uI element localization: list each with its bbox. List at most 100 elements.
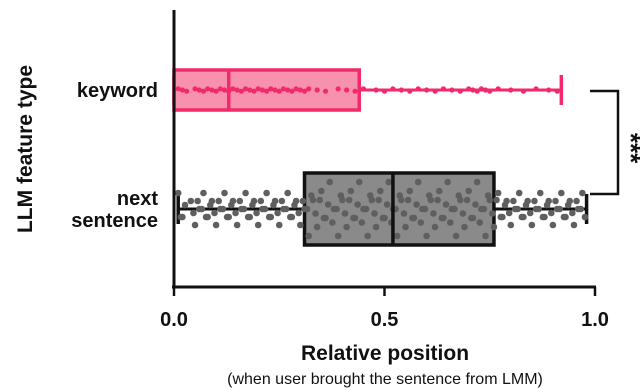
keyword-data-point xyxy=(297,87,303,93)
next-sentence-data-point xyxy=(494,189,502,197)
next-sentence-data-point xyxy=(187,197,195,205)
next-sentence-data-point xyxy=(520,213,527,221)
next-sentence-data-point xyxy=(446,219,454,226)
keyword-data-point xyxy=(234,87,240,93)
next-sentence-data-point xyxy=(400,210,408,217)
keyword-data-point xyxy=(344,87,350,93)
next-sentence-data-point xyxy=(257,197,265,205)
keyword-data-point xyxy=(293,86,299,92)
next-sentence-data-point xyxy=(482,232,489,240)
next-sentence-data-point xyxy=(334,232,342,240)
keyword-data-point xyxy=(285,87,291,93)
next-sentence-category-label: next xyxy=(117,188,158,210)
next-sentence-data-point xyxy=(552,197,559,205)
next-sentence-data-point xyxy=(413,201,420,208)
next-sentence-data-point xyxy=(577,205,585,213)
next-sentence-data-point xyxy=(288,213,296,221)
significance-bracket xyxy=(590,89,620,196)
next-sentence-data-point xyxy=(316,196,324,204)
next-sentence-data-point xyxy=(355,178,363,186)
next-sentence-data-point xyxy=(524,197,531,205)
next-sentence-data-point xyxy=(254,221,262,229)
next-sentence-data-point xyxy=(221,189,228,197)
next-sentence-data-point xyxy=(486,196,494,204)
keyword-data-point xyxy=(352,88,358,94)
keyword-data-point xyxy=(192,86,198,92)
next-sentence-data-point xyxy=(402,223,409,231)
next-sentence-data-point xyxy=(242,189,249,197)
next-sentence-data-point xyxy=(476,219,484,226)
keyword-data-point xyxy=(196,87,202,93)
next-sentence-data-point xyxy=(514,205,521,213)
next-sentence-data-point xyxy=(535,205,542,213)
next-sentence-data-point xyxy=(181,201,189,209)
next-sentence-data-point xyxy=(354,201,361,208)
next-sentence-data-point xyxy=(271,197,279,205)
keyword-data-point xyxy=(432,88,438,94)
next-sentence-data-point xyxy=(362,205,370,213)
next-sentence-data-point xyxy=(339,196,346,204)
next-sentence-data-point xyxy=(375,196,382,204)
next-sentence-data-point xyxy=(200,189,207,197)
next-sentence-data-point xyxy=(322,214,329,222)
next-sentence-data-point xyxy=(549,221,557,229)
keyword-data-point xyxy=(390,86,396,92)
next-sentence-data-point xyxy=(383,201,391,208)
next-sentence-data-point xyxy=(329,219,336,226)
next-sentence-data-point xyxy=(299,197,307,205)
x-tick-label: 0.5 xyxy=(371,309,399,331)
keyword-data-point xyxy=(520,88,527,94)
next-sentence-data-point xyxy=(442,201,450,208)
next-sentence-data-point xyxy=(526,209,534,217)
next-sentence-data-point xyxy=(452,232,460,240)
keyword-data-point xyxy=(184,88,190,94)
next-sentence-data-point xyxy=(490,223,498,231)
next-sentence-data-point xyxy=(208,197,216,205)
next-sentence-data-point xyxy=(174,189,182,197)
next-sentence-data-point xyxy=(297,221,304,229)
keyword-data-point xyxy=(466,86,472,92)
next-sentence-data-point xyxy=(313,223,321,231)
next-sentence-data-point xyxy=(461,223,468,231)
next-sentence-data-point xyxy=(368,196,376,204)
keyword-data-point xyxy=(335,86,341,92)
next-sentence-data-point xyxy=(198,205,206,213)
next-sentence-data-point xyxy=(345,196,353,204)
next-sentence-data-point xyxy=(229,197,237,205)
keyword-data-point xyxy=(322,88,329,94)
next-sentence-data-point xyxy=(435,187,443,195)
keyword-data-point xyxy=(478,86,484,92)
next-sentence-data-point xyxy=(515,189,523,197)
next-sentence-data-point xyxy=(566,197,574,205)
next-sentence-data-point xyxy=(250,197,258,205)
next-sentence-data-point xyxy=(211,209,218,217)
next-sentence-data-point xyxy=(219,205,227,213)
keyword-data-point xyxy=(272,87,278,93)
next-sentence-data-point xyxy=(459,210,467,217)
next-sentence-data-point xyxy=(372,223,380,231)
next-sentence-data-point xyxy=(505,209,513,217)
next-sentence-data-point xyxy=(295,209,302,217)
next-sentence-data-point xyxy=(503,197,510,205)
next-sentence-data-point xyxy=(406,187,414,195)
keyword-category-label: keyword xyxy=(77,80,158,102)
keyword-data-point xyxy=(242,86,249,92)
next-sentence-data-point xyxy=(282,205,290,213)
next-sentence-data-point xyxy=(333,205,340,213)
next-sentence-data-point xyxy=(489,210,496,217)
x-axis-sublabel: (when user brought the sentence from LMM… xyxy=(227,371,543,388)
keyword-data-point xyxy=(415,86,421,92)
next-sentence-data-point xyxy=(253,209,260,217)
keyword-data-point xyxy=(255,86,261,92)
plot-area xyxy=(172,68,589,247)
keyword-data-point xyxy=(276,88,282,94)
next-sentence-data-point xyxy=(393,232,401,240)
next-sentence-data-point xyxy=(430,210,437,217)
next-sentence-data-point xyxy=(381,214,388,222)
next-sentence-data-point xyxy=(303,205,311,213)
next-sentence-data-point xyxy=(536,189,544,197)
next-sentence-data-point xyxy=(233,221,241,229)
keyword-data-point xyxy=(314,87,320,93)
next-sentence-data-point xyxy=(261,205,269,213)
keyword-data-point xyxy=(179,87,186,93)
